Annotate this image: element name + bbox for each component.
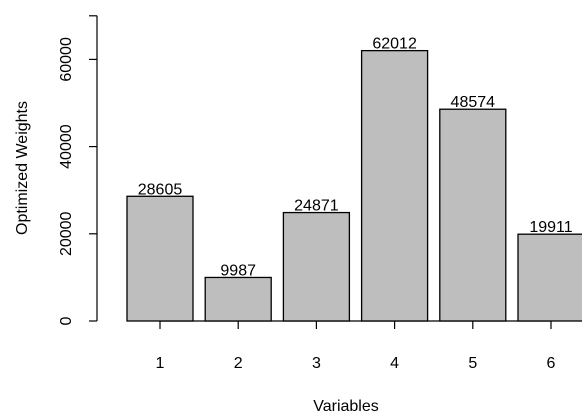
y-axis: 0 20000 40000 60000	[58, 15, 98, 325]
y-tick-label: 60000	[58, 37, 75, 82]
y-tick-label: 20000	[58, 211, 75, 256]
data-label: 24871	[294, 198, 339, 215]
data-label: 28605	[138, 181, 183, 198]
y-tick-label: 0	[58, 316, 75, 325]
y-axis-label: Optimized Weights	[14, 101, 31, 235]
bar	[204, 276, 272, 322]
x-tick-label: 2	[234, 355, 243, 372]
bar	[439, 108, 507, 322]
x-tick-label: 4	[390, 355, 399, 372]
data-label: 62012	[372, 36, 417, 53]
x-tick-label: 6	[547, 355, 556, 372]
bar	[126, 195, 194, 322]
y-tick-label: 40000	[58, 124, 75, 169]
x-tick-label: 5	[468, 355, 477, 372]
bar	[517, 233, 582, 322]
data-label: 48574	[451, 94, 496, 111]
bar	[360, 49, 429, 322]
bars	[126, 49, 582, 322]
data-label: 9987	[220, 262, 256, 279]
x-tick-label: 1	[156, 355, 165, 372]
bar	[282, 211, 351, 322]
x-axis: 1 2 3 4 5 6	[156, 320, 556, 372]
data-label: 19911	[529, 219, 572, 236]
value-labels: 28605 9987 24871 62012 48574 19911	[138, 36, 573, 280]
x-tick-label: 3	[312, 355, 321, 372]
x-axis-label: Variables	[313, 398, 379, 415]
